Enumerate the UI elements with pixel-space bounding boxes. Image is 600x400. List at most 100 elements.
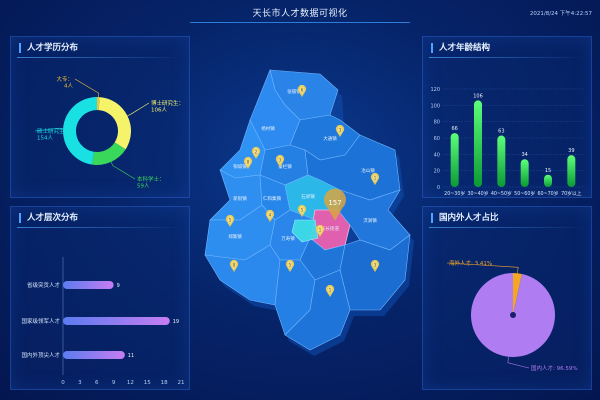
y-tick-label: 100 [430,103,440,109]
map-region[interactable] [339,234,411,311]
map-region-label: 冶山镇 [361,167,375,174]
marker-pin [335,124,345,138]
x-tick-label: 3 [78,380,82,386]
y-tick-label: 0 [437,185,440,191]
map-region-label: 仁和集镇 [263,195,281,202]
level-bar[interactable] [63,317,170,325]
panel-domestic: 国内外人才占比 海外人才: 3.41% 国内人才: 96.59% [422,206,592,390]
marker-pin [370,259,380,273]
marker-value: 8 [247,160,250,165]
map-region-label: 石梁镇 [301,193,315,200]
bar-value-label: 66 [451,126,457,132]
marker-value: 6 [301,88,304,93]
x-tick-label: 6 [95,380,99,386]
page-title: 天长市人才数据可视化 [252,9,348,19]
panel-title-age: 人才年龄结构 [431,43,490,53]
marker-pin [229,259,239,273]
pie-leader-line [507,356,530,369]
marker-value: 3 [374,263,377,268]
marker-pin [315,224,325,238]
category-label: 50~60岁 [514,190,535,197]
donut-slice[interactable] [97,97,100,111]
x-tick-label: 9 [112,380,116,386]
donut-label: 本科学士： 59人 [137,175,165,190]
x-tick-label: 18 [161,380,168,386]
age-bar[interactable] [520,159,529,187]
panel-divider [429,227,585,228]
x-tick-label: 12 [127,380,134,386]
panel-divider [17,57,183,58]
map-markers: 6 2 3 8 3 1 5 4 5 157 1 3 8 5 1 [225,84,380,298]
marker-pin [251,146,261,160]
category-label: 60~70岁 [537,190,558,197]
marker-value: 3 [279,158,282,163]
age-bar[interactable] [450,133,459,187]
marker-value: 1 [319,228,322,233]
pie-center-dot [510,312,516,318]
map-marker[interactable]: 5 [225,214,235,228]
map-marker[interactable]: 1 [370,172,380,186]
category-label: 省级突贡人才 [27,281,61,289]
bar-value-label: 106 [473,93,483,99]
map-marker[interactable]: 6 [297,84,307,98]
map-marker[interactable]: 3 [335,124,345,138]
donut-slice[interactable] [92,142,126,165]
panel-divider [429,57,585,58]
marker-value: 4 [269,213,272,218]
marker-pin [324,188,346,221]
y-tick-label: 80 [434,120,440,126]
map-region-highlight[interactable] [291,219,319,243]
map-marker[interactable]: 5 [297,204,307,218]
map-marker[interactable]: 1 [315,224,325,238]
map-marker[interactable]: 1 [325,284,335,298]
map-region-label: 万寿镇 [281,235,295,242]
marker-value: 5 [301,208,304,213]
map-marker[interactable]: 3 [275,154,285,168]
age-bar-chart: 0 20 40 60 80 100 120 66 20~30岁 106 30~40岁 63 40~50岁… [430,87,583,197]
map-marker[interactable]: 5 [285,259,295,273]
panel-level: 人才层次分布 0 3 6 9 12 15 18 21 省级突贡人才 9 国家级领军人才 19 国内外顶尖… [10,206,190,390]
age-bar[interactable] [544,174,552,187]
level-bar[interactable] [63,281,114,289]
marker-value: 1 [374,176,377,181]
age-bar[interactable] [497,135,506,187]
level-bar-chart: 0 3 6 9 12 15 18 21 省级突贡人才 9 国家级领军人才 19 国内外顶尖人才 11 [21,257,185,386]
marker-value: 5 [289,263,292,268]
age-bar[interactable] [567,155,576,187]
header-frame [190,2,410,23]
panel-title-domestic: 国内外人才占比 [431,213,499,223]
marker-value: 8 [233,263,236,268]
map-region-label: 铜城镇 [233,163,247,170]
y-tick-label: 40 [434,152,440,158]
marker-value: 1 [329,288,332,293]
marker-value: 157 [328,199,341,207]
category-label: 国内外顶尖人才 [21,351,60,359]
marker-value: 3 [339,128,342,133]
marker-pin [297,84,307,98]
bar-value-label: 11 [128,353,134,359]
donut-slice[interactable] [98,97,132,150]
donut-slice[interactable] [63,97,97,165]
age-bar[interactable] [474,100,482,187]
map-marker[interactable]: 8 [229,259,239,273]
map-marker[interactable]: 8 [243,156,253,170]
category-label: 70岁以上 [561,190,582,197]
map-region-label: 秦栏镇 [278,163,292,170]
map-marker[interactable]: 2 [251,146,261,160]
level-bar[interactable] [63,351,125,359]
y-tick-label: 20 [434,169,440,175]
category-label: 国家级领军人才 [21,317,60,325]
map-region-label: 大通镇 [323,135,337,142]
bar-value-label: 15 [545,168,551,174]
panel-age: 人才年龄结构 0 20 40 60 80 100 120 66 20~30岁 106 30~40岁 6… [422,36,592,198]
donut-leader-line [74,78,99,98]
marker-pin [285,259,295,273]
map-marker[interactable]: 157 [324,188,346,221]
x-tick-label: 15 [144,380,151,386]
map-marker[interactable]: 4 [265,209,275,223]
map-marker[interactable]: 3 [370,259,380,273]
pie-slice[interactable] [513,273,522,315]
